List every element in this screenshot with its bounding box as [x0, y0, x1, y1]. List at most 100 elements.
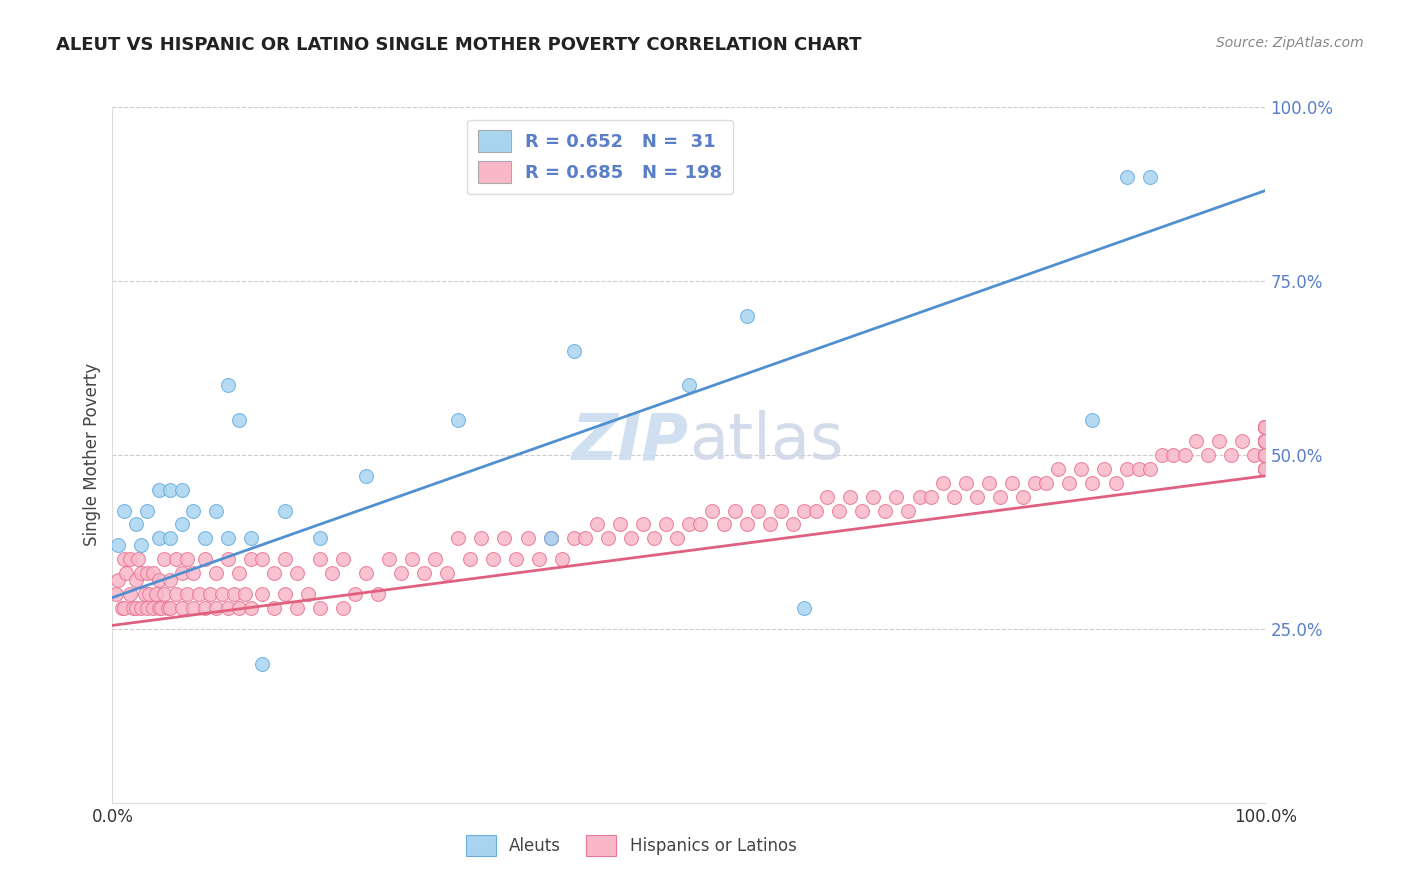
Point: [977, 475, 1000, 490]
Point: [1254, 420, 1277, 434]
Point: [309, 552, 332, 566]
Point: [228, 413, 250, 427]
Point: [886, 490, 908, 504]
Point: [1035, 475, 1057, 490]
Point: [217, 552, 239, 566]
Point: [1254, 434, 1277, 448]
Point: [1254, 420, 1277, 434]
Point: [1128, 462, 1150, 476]
Point: [931, 475, 953, 490]
Point: [735, 309, 758, 323]
Point: [735, 517, 758, 532]
Point: [1116, 169, 1139, 184]
Point: [1254, 462, 1277, 476]
Point: [689, 517, 711, 532]
Point: [170, 483, 193, 497]
Point: [129, 566, 153, 581]
Point: [1254, 434, 1277, 448]
Point: [1254, 434, 1277, 448]
Point: [873, 503, 896, 517]
Text: atlas: atlas: [689, 410, 844, 472]
Point: [367, 587, 389, 601]
Point: [758, 517, 780, 532]
Point: [285, 601, 308, 615]
Point: [1254, 462, 1277, 476]
Point: [793, 601, 815, 615]
Point: [343, 587, 366, 601]
Point: [263, 566, 285, 581]
Point: [205, 566, 228, 581]
Point: [1139, 169, 1161, 184]
Point: [1254, 434, 1277, 448]
Point: [156, 601, 179, 615]
Point: [436, 566, 458, 581]
Point: [354, 566, 377, 581]
Point: [804, 503, 827, 517]
Point: [955, 475, 977, 490]
Point: [176, 552, 198, 566]
Legend: Aleuts, Hispanics or Latinos: Aleuts, Hispanics or Latinos: [458, 827, 804, 864]
Point: [1254, 420, 1277, 434]
Point: [1254, 434, 1277, 448]
Point: [129, 538, 153, 552]
Point: [458, 552, 481, 566]
Point: [782, 517, 804, 532]
Point: [700, 503, 723, 517]
Point: [107, 573, 129, 587]
Point: [1254, 434, 1277, 448]
Point: [1254, 434, 1277, 448]
Point: [1185, 434, 1208, 448]
Point: [1254, 434, 1277, 448]
Point: [321, 566, 343, 581]
Point: [194, 532, 217, 546]
Point: [170, 566, 193, 581]
Point: [1254, 434, 1277, 448]
Point: [1254, 448, 1277, 462]
Point: [148, 483, 170, 497]
Point: [309, 601, 332, 615]
Point: [1046, 462, 1069, 476]
Point: [378, 552, 401, 566]
Point: [274, 552, 297, 566]
Point: [839, 490, 862, 504]
Point: [112, 552, 135, 566]
Point: [815, 490, 838, 504]
Point: [1161, 448, 1184, 462]
Point: [194, 601, 217, 615]
Point: [678, 378, 700, 392]
Point: [153, 552, 176, 566]
Point: [104, 587, 127, 601]
Point: [609, 517, 631, 532]
Point: [1254, 448, 1277, 462]
Point: [181, 601, 204, 615]
Point: [655, 517, 678, 532]
Point: [540, 532, 562, 546]
Point: [148, 573, 170, 587]
Point: [354, 468, 377, 483]
Point: [1254, 448, 1277, 462]
Point: [1081, 475, 1104, 490]
Point: [527, 552, 550, 566]
Point: [1254, 434, 1277, 448]
Point: [159, 483, 181, 497]
Point: [332, 601, 354, 615]
Point: [1254, 462, 1277, 476]
Point: [263, 601, 285, 615]
Point: [159, 573, 181, 587]
Point: [112, 601, 135, 615]
Point: [562, 532, 585, 546]
Point: [1116, 462, 1139, 476]
Point: [862, 490, 884, 504]
Point: [1012, 490, 1035, 504]
Point: [170, 517, 193, 532]
Point: [470, 532, 492, 546]
Point: [134, 587, 156, 601]
Point: [1254, 434, 1277, 448]
Point: [447, 532, 470, 546]
Point: [228, 601, 250, 615]
Point: [793, 503, 815, 517]
Point: [620, 532, 643, 546]
Point: [1254, 448, 1277, 462]
Point: [1243, 448, 1265, 462]
Point: [111, 601, 134, 615]
